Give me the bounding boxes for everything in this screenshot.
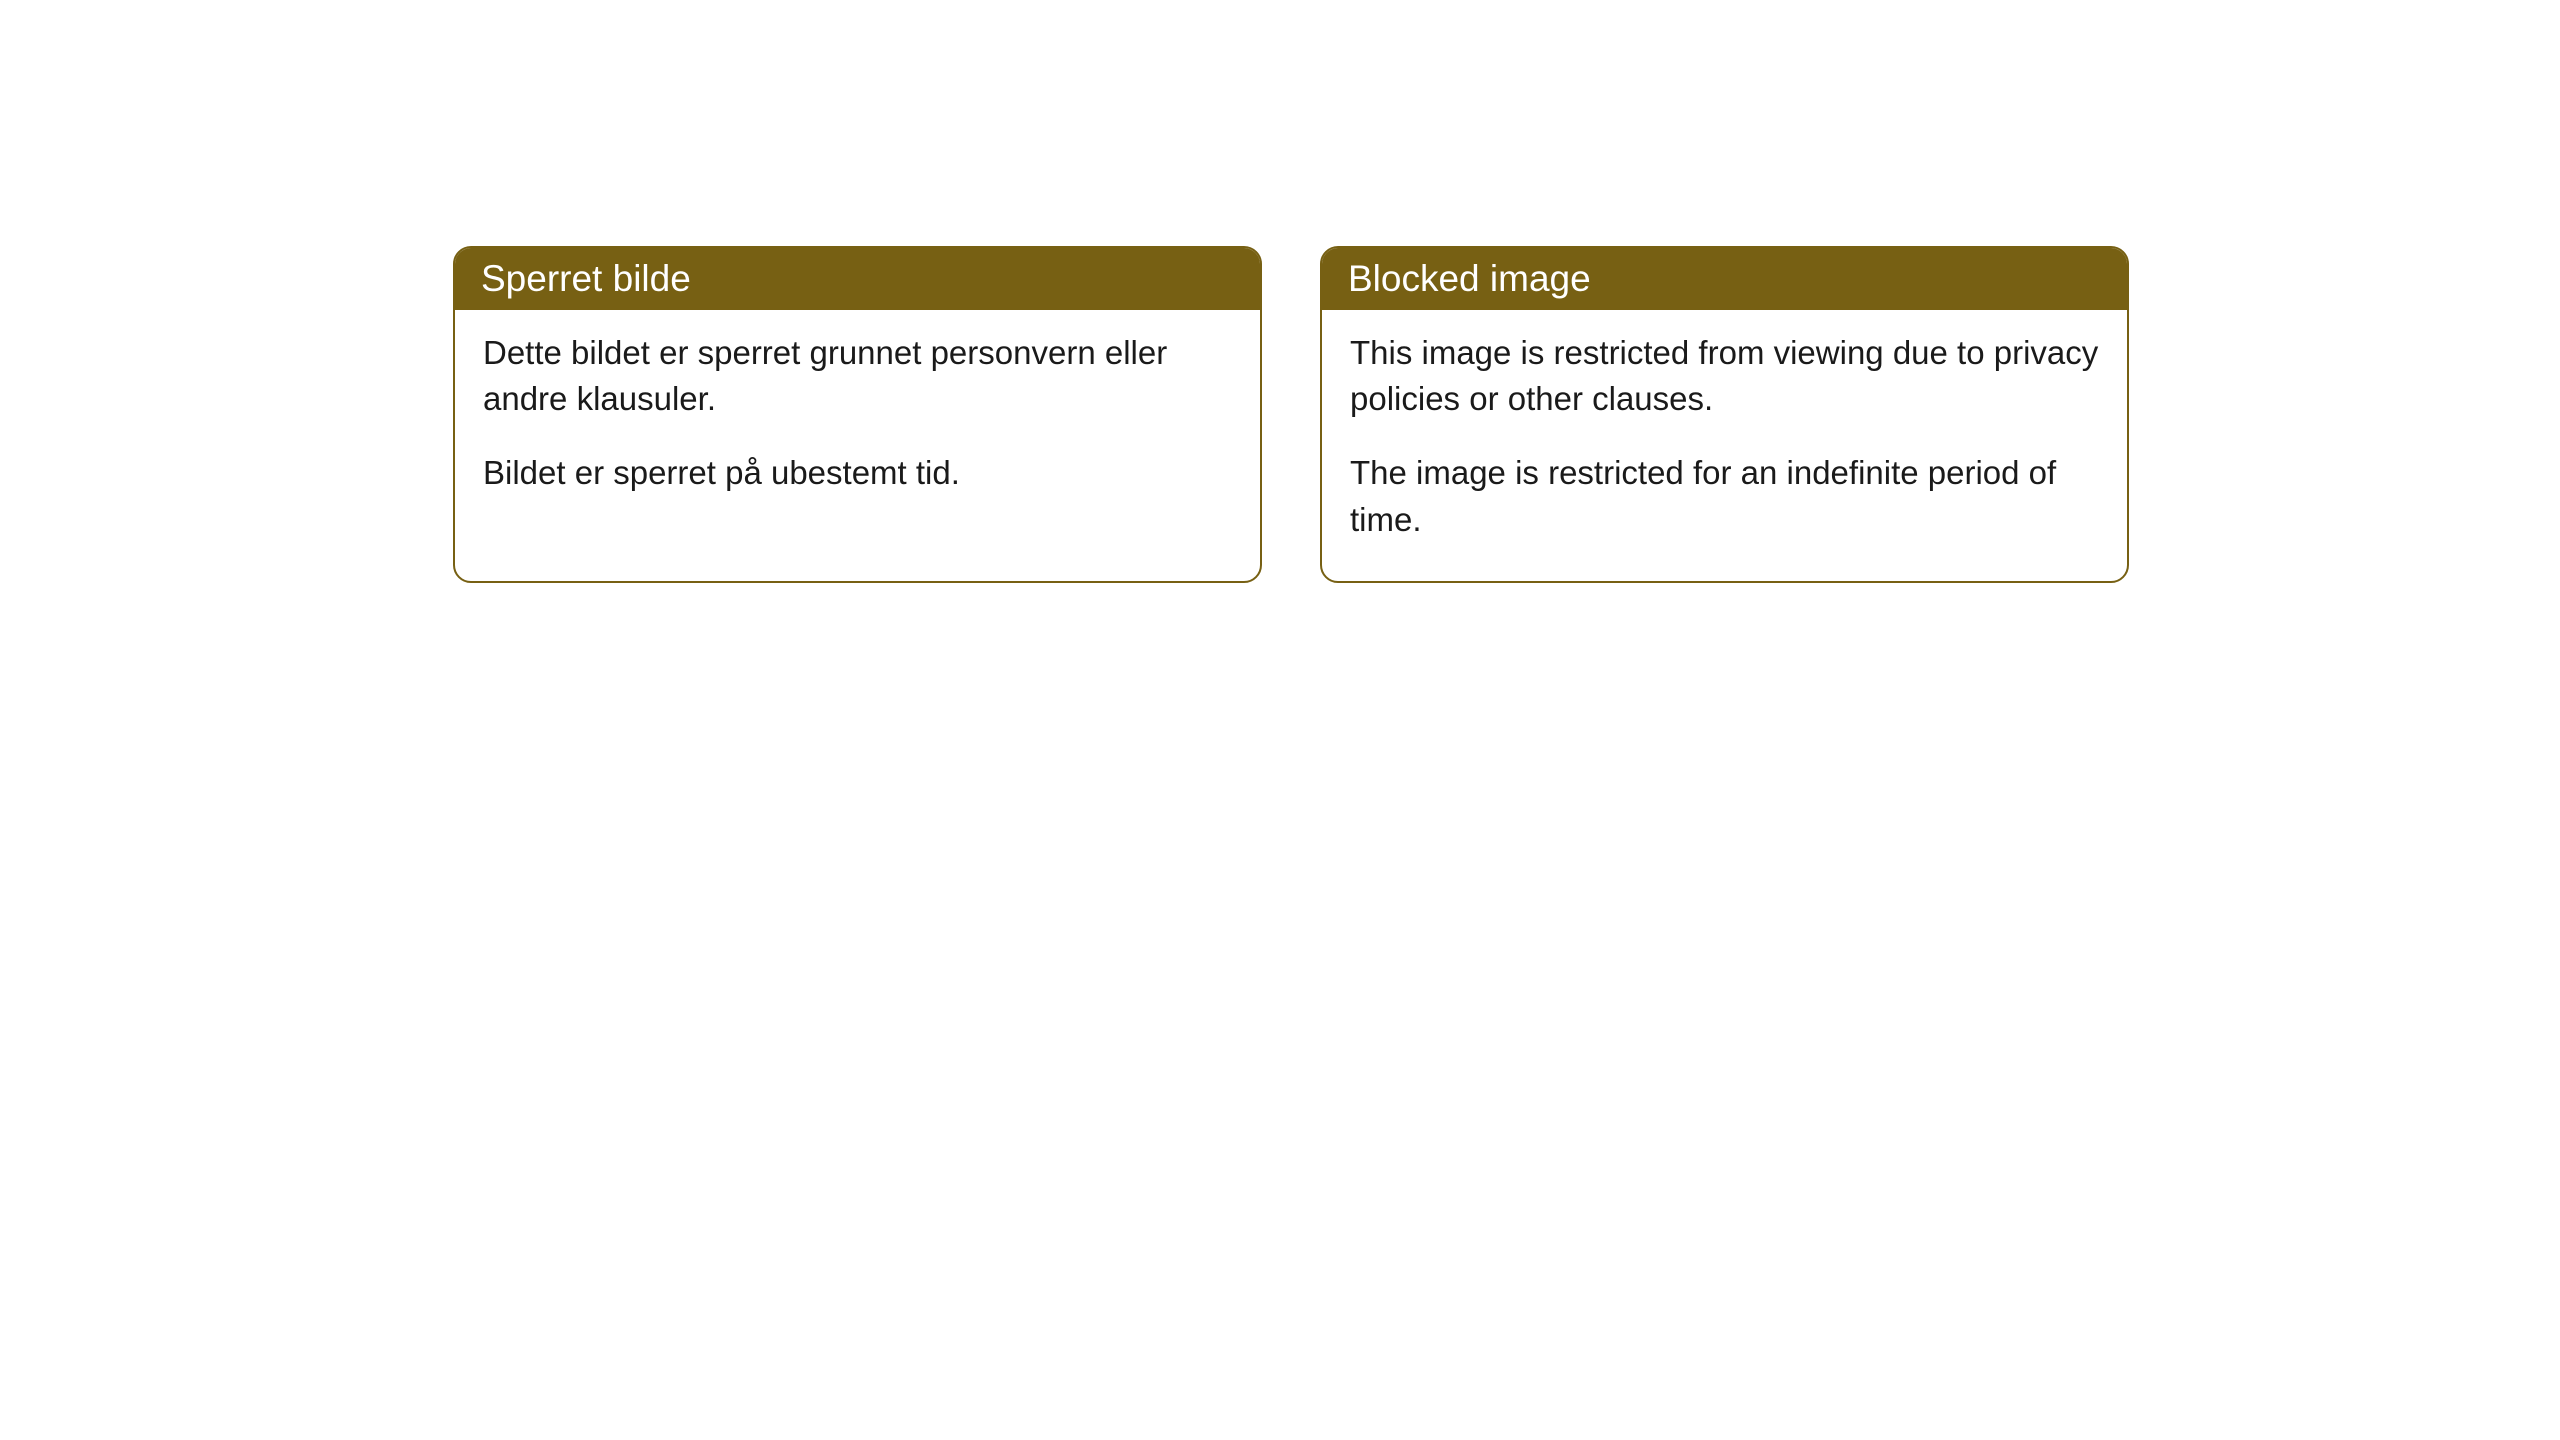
card-paragraph: Dette bildet er sperret grunnet personve… bbox=[483, 330, 1232, 422]
card-body: Dette bildet er sperret grunnet personve… bbox=[455, 310, 1260, 535]
card-paragraph: Bildet er sperret på ubestemt tid. bbox=[483, 450, 1232, 496]
card-paragraph: This image is restricted from viewing du… bbox=[1350, 330, 2099, 422]
cards-container: Sperret bilde Dette bildet er sperret gr… bbox=[453, 246, 2129, 583]
blocked-image-card-norwegian: Sperret bilde Dette bildet er sperret gr… bbox=[453, 246, 1262, 583]
card-header: Sperret bilde bbox=[455, 248, 1260, 310]
card-header: Blocked image bbox=[1322, 248, 2127, 310]
card-title: Sperret bilde bbox=[481, 258, 691, 299]
blocked-image-card-english: Blocked image This image is restricted f… bbox=[1320, 246, 2129, 583]
card-body: This image is restricted from viewing du… bbox=[1322, 310, 2127, 581]
card-title: Blocked image bbox=[1348, 258, 1591, 299]
card-paragraph: The image is restricted for an indefinit… bbox=[1350, 450, 2099, 542]
